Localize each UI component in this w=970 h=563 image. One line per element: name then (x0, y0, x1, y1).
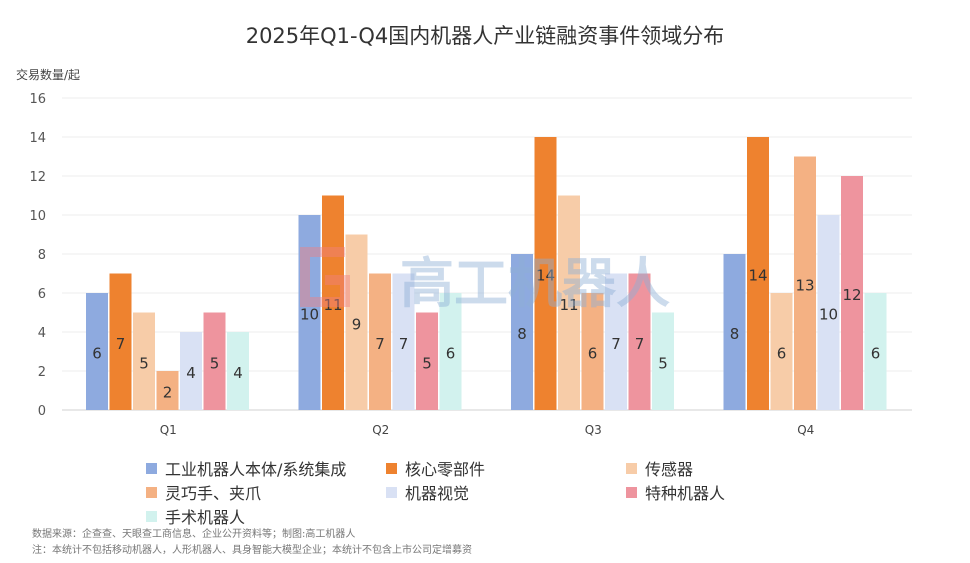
y-axis-label: 交易数量/起 (16, 68, 81, 82)
data-label: 5 (210, 354, 220, 372)
data-label: 4 (233, 364, 243, 382)
data-label: 14 (536, 267, 555, 285)
legend-label: 工业机器人本体/系统集成 (165, 460, 347, 479)
y-tick-label: 6 (38, 287, 46, 302)
bar (841, 176, 863, 410)
data-label: 11 (323, 296, 342, 314)
bar (227, 332, 249, 410)
legend-swatch (626, 462, 637, 474)
svg-text:高工机器人: 高工机器人 (400, 252, 670, 315)
data-label: 6 (92, 345, 102, 363)
bar (180, 332, 202, 410)
data-label: 6 (446, 345, 456, 363)
legend-item: 灵巧手、夹爪 (146, 481, 386, 503)
bar (558, 195, 580, 410)
legend-swatch (146, 510, 157, 522)
y-tick-label: 12 (29, 170, 46, 185)
y-tick-label: 10 (29, 209, 46, 224)
legend-label: 灵巧手、夹爪 (165, 484, 262, 503)
bar (747, 137, 769, 410)
data-label: 8 (730, 325, 740, 343)
legend-swatch (626, 486, 637, 498)
legend-item: 特种机器人 (626, 481, 786, 503)
bar (794, 156, 816, 410)
data-label: 4 (186, 364, 196, 382)
data-label: 5 (139, 354, 149, 372)
data-label: 5 (658, 354, 668, 372)
data-label: 13 (795, 276, 814, 294)
bar (203, 312, 226, 410)
legend-swatch (146, 462, 157, 474)
bar (628, 273, 651, 410)
legend-item: 传感器 (626, 457, 786, 479)
bar (416, 312, 438, 410)
y-tick-label: 8 (38, 248, 46, 263)
data-label: 11 (559, 296, 578, 314)
bar (392, 273, 415, 410)
bar (581, 293, 604, 410)
legend-item: 核心零部件 (386, 457, 626, 479)
data-label: 6 (777, 345, 787, 363)
data-label: 7 (399, 335, 409, 353)
legend-swatch (146, 486, 157, 498)
bar (345, 234, 368, 410)
footnote: 注：本统计不包括移动机器人，人形机器人、具身智能大模型企业；本统计不包含上市公司… (32, 545, 472, 556)
bar (652, 312, 674, 410)
bar (511, 254, 533, 410)
legend-label: 手术机器人 (165, 508, 246, 527)
bar (534, 137, 557, 410)
bar (864, 293, 887, 410)
legend: 工业机器人本体/系统集成 核心零部件 传感器灵巧手、夹爪 机器视觉 特种机器人手术机器人 (146, 457, 786, 527)
legend-item: 机器视觉 (386, 481, 626, 503)
data-label: 7 (375, 335, 385, 353)
bar (723, 254, 746, 410)
data-label: 6 (588, 345, 598, 363)
x-tick-label: Q1 (160, 423, 177, 437)
y-tick-label: 0 (38, 404, 46, 419)
legend-label: 特种机器人 (645, 484, 726, 503)
chart-title: 2025年Q1-Q4国内机器人产业链融资事件领域分布 (245, 24, 725, 48)
y-tick-label: 2 (38, 365, 46, 380)
bar (369, 273, 391, 410)
data-label: 10 (300, 306, 319, 324)
legend-swatch (386, 462, 397, 474)
data-label: 8 (517, 325, 527, 343)
data-label: 9 (352, 315, 362, 333)
bar (605, 273, 627, 410)
data-label: 2 (163, 384, 173, 402)
bar (109, 273, 132, 410)
bar (133, 312, 155, 410)
y-tick-label: 14 (29, 131, 46, 146)
data-label: 14 (748, 267, 767, 285)
legend-label: 机器视觉 (405, 484, 470, 503)
x-tick-label: Q4 (797, 423, 814, 437)
y-tick-label: 4 (38, 326, 46, 341)
bar (817, 215, 840, 410)
bar (322, 195, 344, 410)
legend-item: 工业机器人本体/系统集成 (146, 457, 386, 479)
data-label: 6 (871, 345, 881, 363)
watermark-logo: 高工机器人 (300, 247, 670, 315)
legend-label: 传感器 (645, 460, 694, 479)
data-label: 7 (635, 335, 645, 353)
data-label: 7 (116, 335, 126, 353)
legend-swatch (386, 486, 397, 498)
bar (86, 293, 108, 410)
data-label: 10 (819, 306, 838, 324)
bar (770, 293, 793, 410)
legend-label: 核心零部件 (405, 460, 486, 479)
y-tick-label: 16 (29, 92, 46, 107)
x-tick-label: Q3 (585, 423, 602, 437)
data-label: 7 (611, 335, 621, 353)
x-tick-label: Q2 (372, 423, 389, 437)
source-note: 数据来源：企查查、天眼查工商信息、企业公开资料等；制图:高工机器人 (32, 529, 356, 540)
legend-item: 手术机器人 (146, 505, 386, 527)
data-label: 5 (422, 354, 432, 372)
bar (439, 293, 462, 410)
bar (156, 371, 179, 410)
bar (298, 215, 321, 410)
data-label: 12 (842, 286, 861, 304)
